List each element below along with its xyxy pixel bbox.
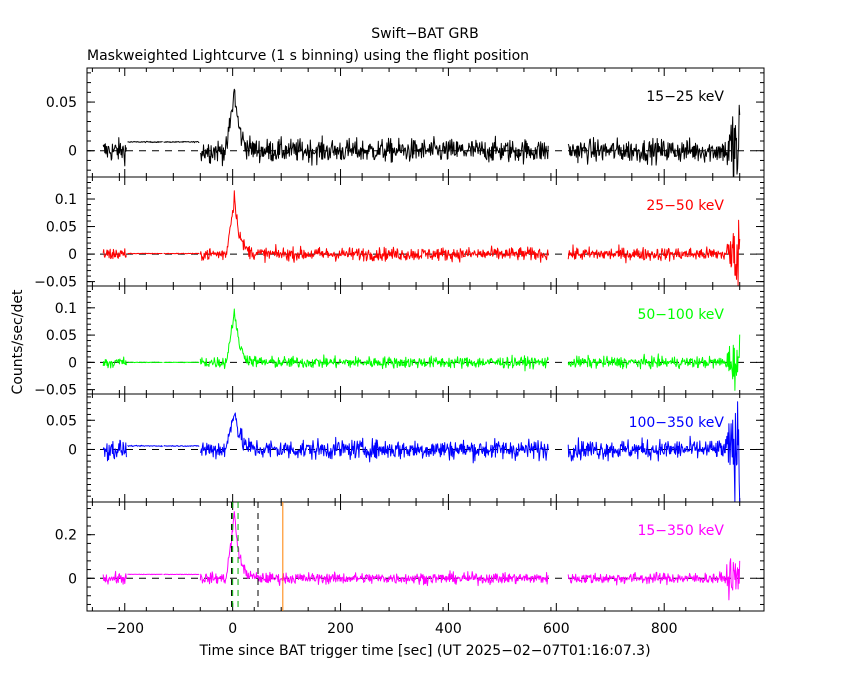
y-tick-label: 0 — [68, 355, 77, 371]
panel-4: 0 0.05 100−350 keV — [46, 393, 765, 503]
x-tick-label: −200 — [106, 621, 144, 637]
y-tick-label: 0 — [68, 571, 77, 587]
x-tick-label: 600 — [543, 621, 570, 637]
chart-title: Swift−BAT GRB — [371, 26, 478, 42]
chart-subtitle: Maskweighted Lightcurve (1 s binning) us… — [87, 48, 529, 64]
x-tick-label: 800 — [651, 621, 678, 637]
x-axis-label: Time since BAT trigger time [sec] (UT 20… — [198, 643, 650, 659]
series-line — [102, 88, 741, 178]
y-tick-label: 0 — [68, 144, 77, 160]
series-line — [102, 401, 741, 503]
x-tick-label: 400 — [435, 621, 462, 637]
series-line — [102, 190, 741, 287]
panel-frame — [86, 176, 765, 287]
y-tick-label: 0.2 — [55, 528, 77, 544]
y-tick-label: 0 — [68, 247, 77, 263]
panel-1: 0 0.05 15−25 keV — [46, 67, 765, 178]
y-tick-label: 0.1 — [55, 192, 77, 208]
panel-2: −0.05 0 0.05 0.1 25−50 keV — [34, 176, 765, 291]
x-tick-label: 0 — [228, 621, 237, 637]
y-tick-label: 0.05 — [46, 220, 77, 236]
band-label: 15−350 keV — [637, 523, 724, 539]
y-tick-label: −0.05 — [34, 383, 77, 399]
panel-5: 0 0.2 15−350 keV −200 0 200 400 600 800 — [55, 501, 765, 637]
band-label: 100−350 keV — [629, 415, 725, 431]
panel-frame — [86, 285, 765, 395]
y-tick-label: 0.1 — [55, 301, 77, 317]
series-line — [102, 308, 741, 391]
band-label: 50−100 keV — [637, 307, 724, 323]
panel-frame — [86, 67, 765, 178]
y-tick-label: 0 — [68, 442, 77, 458]
band-label: 25−50 keV — [646, 198, 724, 214]
y-tick-label: 0.05 — [46, 328, 77, 344]
band-label: 15−25 keV — [646, 89, 724, 105]
panel-frame — [86, 501, 765, 612]
y-axis-label: Counts/sec/det — [10, 289, 26, 394]
panel-3: −0.05 0 0.05 0.1 50−100 keV — [34, 285, 765, 399]
x-tick-label: 200 — [327, 621, 354, 637]
y-tick-label: 0.05 — [46, 95, 77, 111]
series-line — [102, 511, 741, 601]
y-tick-label: −0.05 — [34, 275, 77, 291]
y-tick-label: 0.05 — [46, 413, 77, 429]
